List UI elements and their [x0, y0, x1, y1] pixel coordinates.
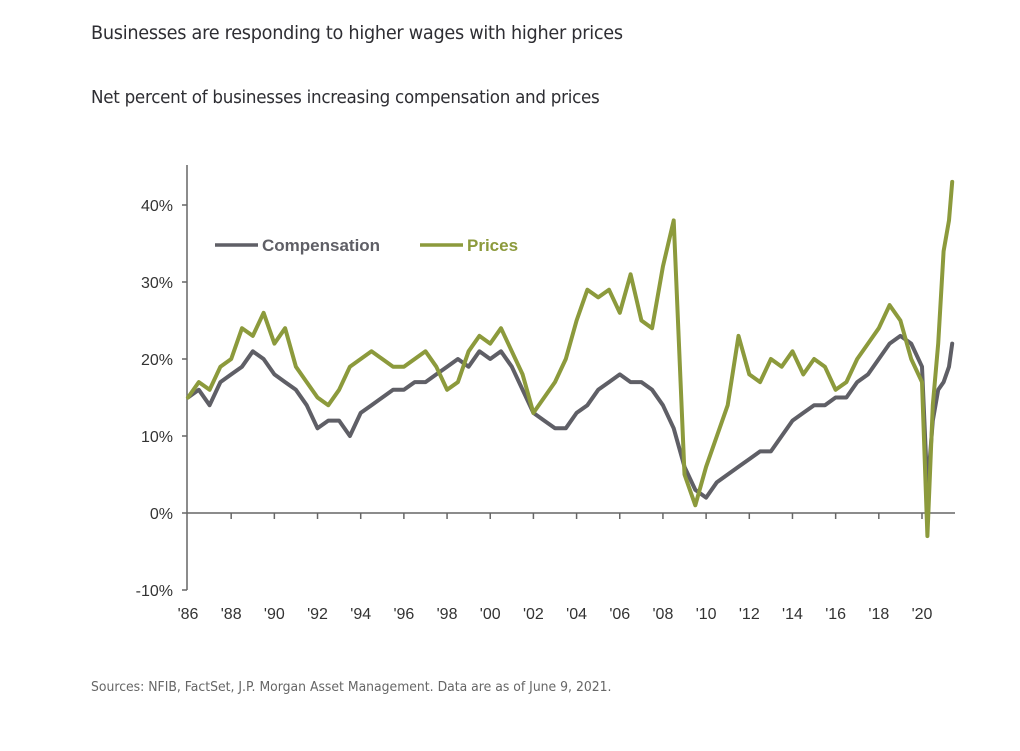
- x-tick-label: '90: [264, 606, 285, 623]
- y-tick-label: 20%: [141, 352, 173, 369]
- x-tick-label: '04: [566, 606, 587, 623]
- x-tick-label: '88: [221, 606, 242, 623]
- x-tick-label: '02: [523, 606, 544, 623]
- x-tick-label: '12: [739, 606, 760, 623]
- x-tick-label: '14: [782, 606, 803, 623]
- legend: Compensation Prices: [215, 236, 518, 255]
- legend-label-prices: Prices: [467, 236, 518, 255]
- x-tick-label: '20: [912, 606, 933, 623]
- x-tick-label: '96: [393, 606, 414, 623]
- y-tick-label: 30%: [141, 275, 173, 292]
- axes: -10% 0% 10% 20% 30% 40% '86 '88 '90 '92 '94 '96 '98 '…: [136, 165, 955, 623]
- chart-subtitle: Net percent of businesses increasing com…: [91, 87, 600, 108]
- chart-title: Businesses are responding to higher wage…: [91, 22, 623, 44]
- y-tick-label: 10%: [141, 429, 173, 446]
- source-note: Sources: NFIB, FactSet, J.P. Morgan Asse…: [91, 679, 612, 695]
- y-tick-label: -10%: [136, 583, 173, 600]
- x-tick-label: '00: [480, 606, 501, 623]
- series-line-prices: [186, 179, 955, 539]
- x-tick-label: '86: [178, 606, 199, 623]
- x-tick-label: '10: [696, 606, 717, 623]
- x-tick-label: '94: [350, 606, 371, 623]
- x-tick-label: '92: [307, 606, 328, 623]
- series-layer: [186, 179, 955, 539]
- x-tick-label: '98: [437, 606, 458, 623]
- y-tick-label: 0%: [150, 506, 173, 523]
- series-line-compensation: [186, 333, 955, 500]
- x-tick-label: '16: [825, 606, 846, 623]
- x-tick-label: '06: [609, 606, 630, 623]
- y-tick-label: 40%: [141, 198, 173, 215]
- x-tick-label: '08: [653, 606, 674, 623]
- legend-label-compensation: Compensation: [262, 236, 380, 255]
- x-tick-label: '18: [868, 606, 889, 623]
